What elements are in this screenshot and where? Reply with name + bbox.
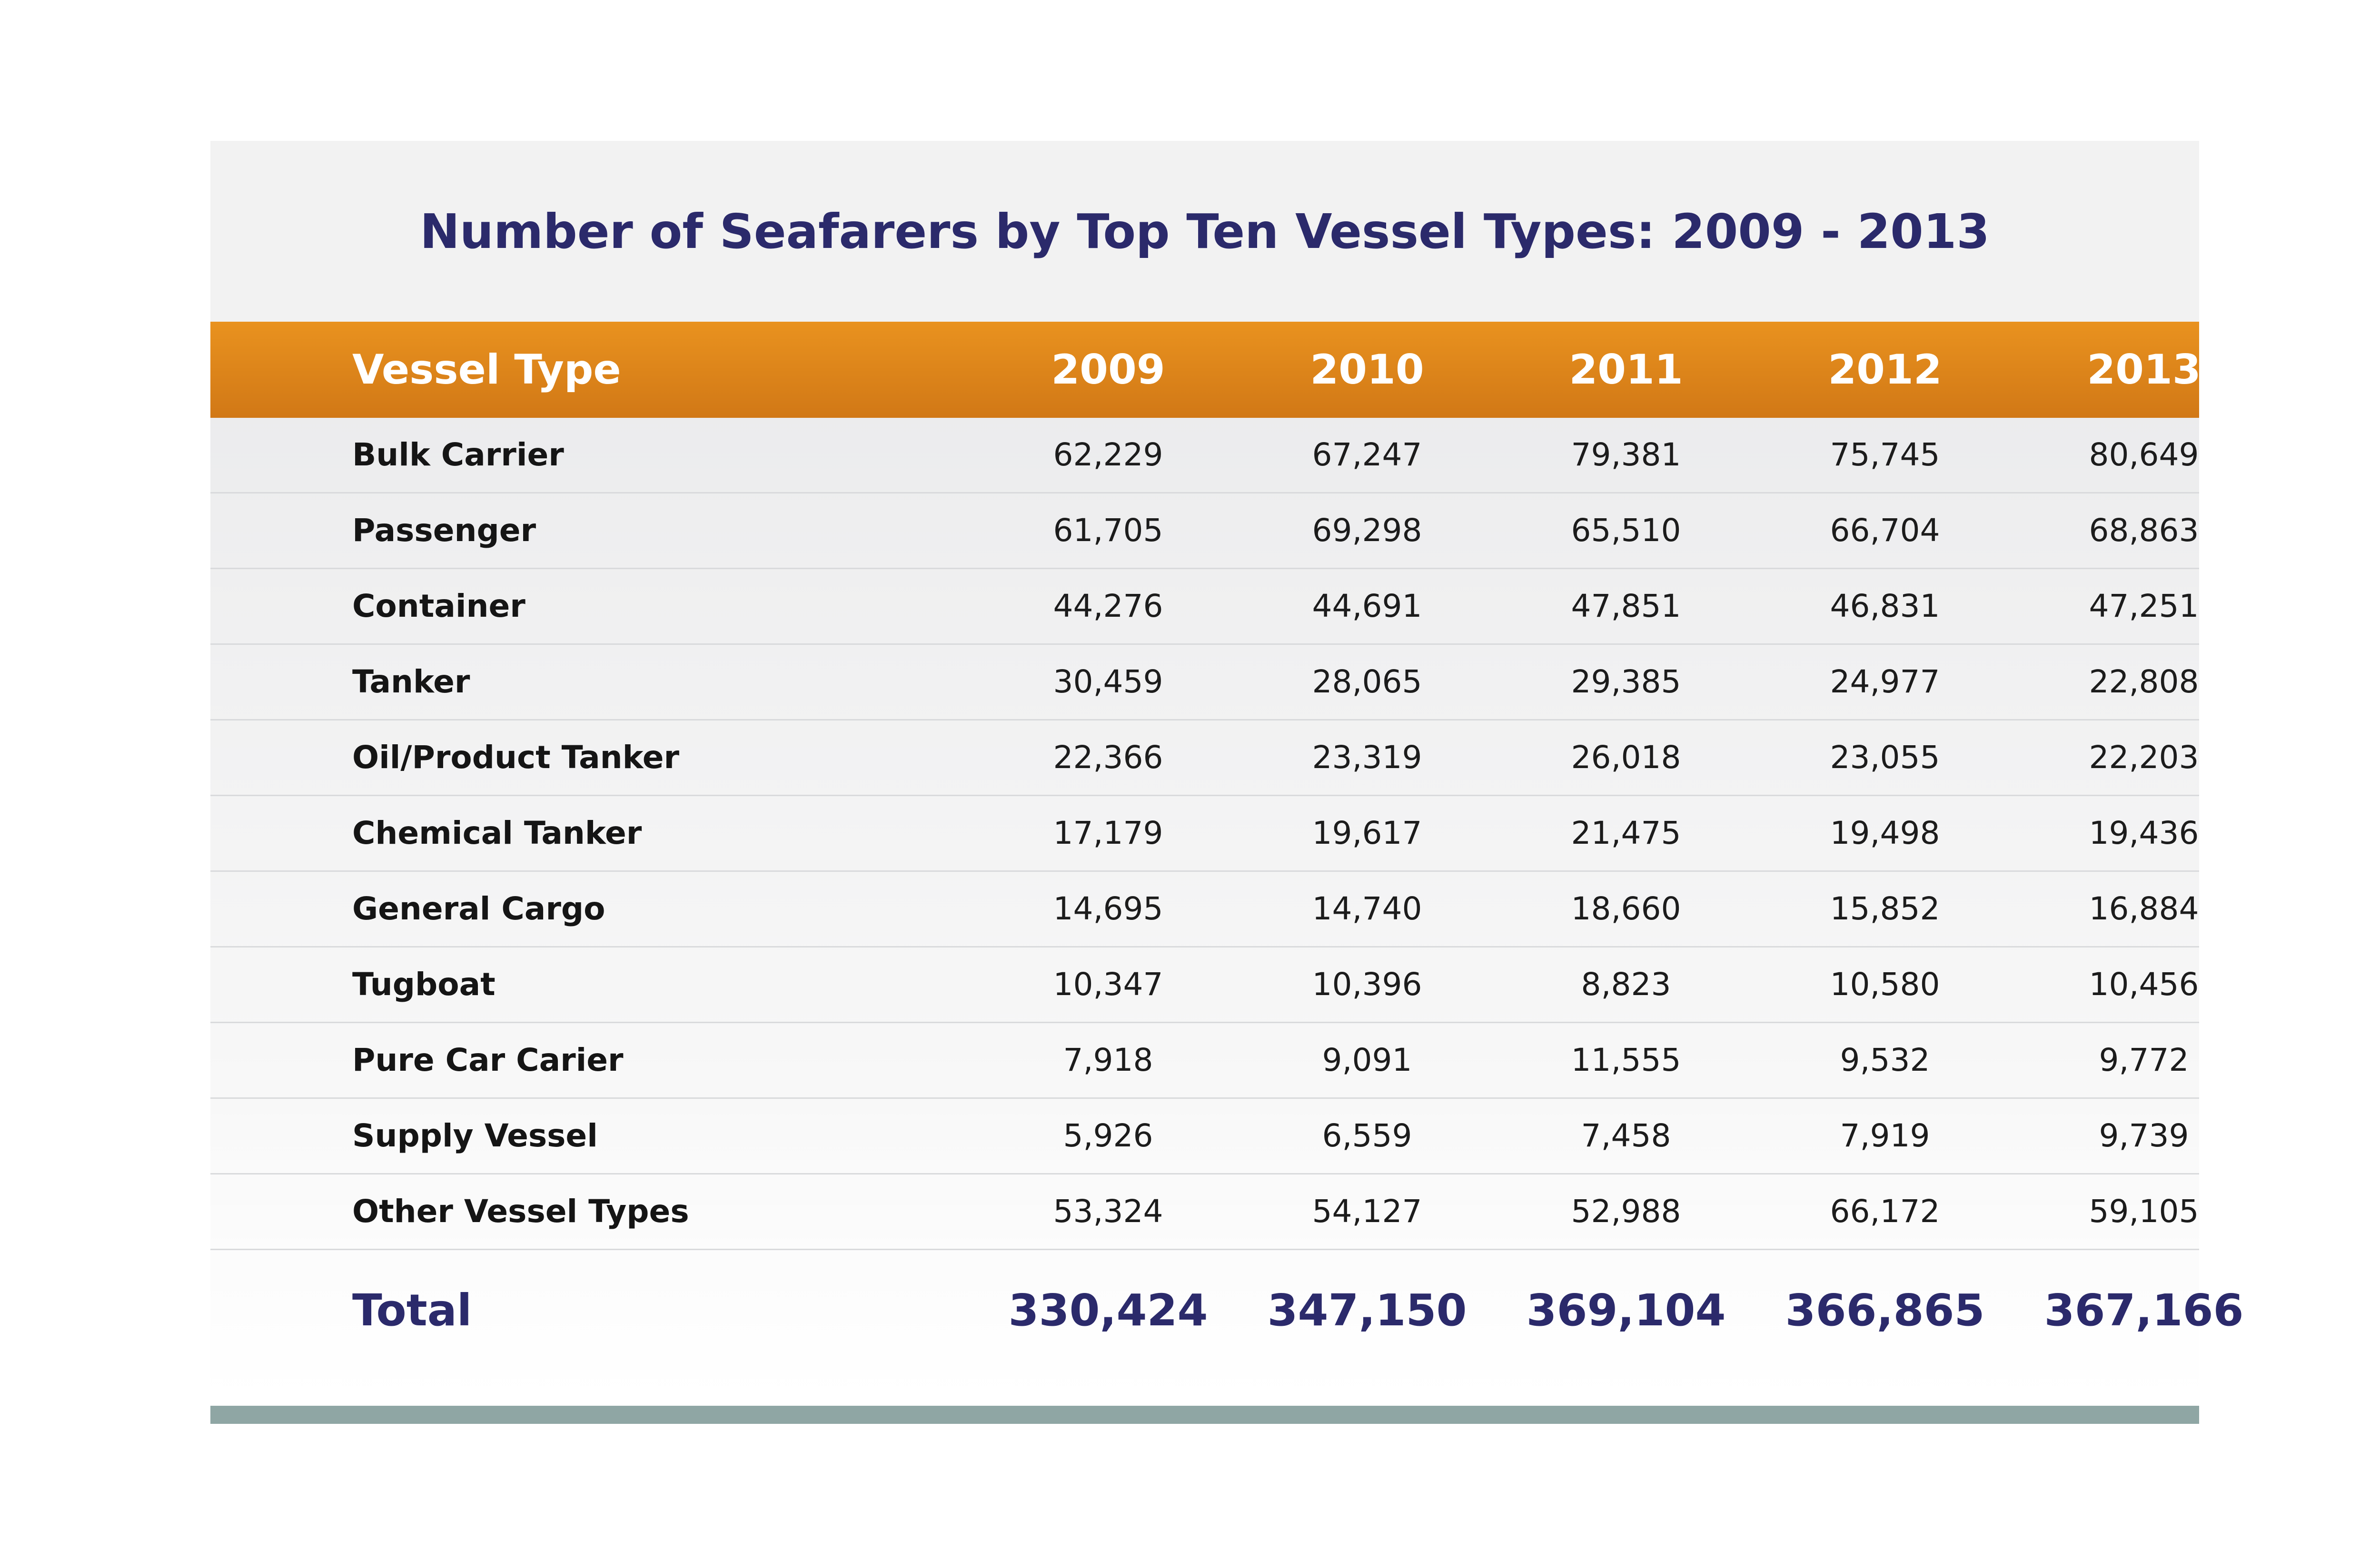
table-row: General Cargo 14,695 14,740 18,660 15,852 16,… [210, 872, 2199, 947]
table-row: Passenger 61,705 69,298 65,510 66,704 68,863 [210, 493, 2199, 569]
cell-2010: 28,065 [1312, 663, 1422, 700]
cell-2009: 44,276 [1053, 588, 1163, 624]
header-2013: 2013 [2087, 346, 2201, 394]
total-label: Total [352, 1285, 472, 1336]
total-row: Total 330,424 347,150 369,104 366,865 36… [210, 1253, 2244, 1368]
cell-2013: 22,808 [2089, 663, 2199, 700]
cell-2010: 44,691 [1312, 588, 1422, 624]
table-title: Number of Seafarers by Top Ten Vessel Ty… [210, 141, 2199, 322]
cell-2010: 10,396 [1312, 966, 1422, 1003]
row-label: Supply Vessel [352, 1117, 598, 1154]
cell-2011: 79,381 [1571, 436, 1681, 473]
cell-2011: 65,510 [1571, 512, 1681, 549]
row-label: Bulk Carrier [352, 436, 564, 473]
cell-2010: 23,319 [1312, 739, 1422, 776]
cell-2012: 66,172 [1830, 1193, 1940, 1230]
cell-2009: 61,705 [1053, 512, 1163, 549]
row-label: Other Vessel Types [352, 1193, 689, 1230]
header-2011: 2011 [1569, 346, 1683, 394]
table-row: Tanker 30,459 28,065 29,385 24,977 22,808 [210, 645, 2199, 720]
cell-2010: 67,247 [1312, 436, 1422, 473]
cell-2009: 17,179 [1053, 815, 1163, 851]
table-row: Pure Car Carier 7,918 9,091 11,555 9,532 9,77… [210, 1023, 2199, 1099]
total-2010: 347,150 [1267, 1285, 1467, 1336]
total-2012: 366,865 [1785, 1285, 1985, 1336]
cell-2013: 47,251 [2089, 588, 2199, 624]
cell-2011: 8,823 [1581, 966, 1671, 1003]
header-2010: 2010 [1310, 346, 1424, 394]
cell-2011: 11,555 [1571, 1042, 1681, 1078]
total-2013: 367,166 [2044, 1285, 2244, 1336]
cell-2012: 9,532 [1840, 1042, 1930, 1078]
cell-2011: 47,851 [1571, 588, 1681, 624]
cell-2009: 30,459 [1053, 663, 1163, 700]
cell-2009: 62,229 [1053, 436, 1163, 473]
bottom-accent-bar [210, 1406, 2199, 1424]
row-label: Oil/Product Tanker [352, 739, 680, 776]
row-label: Tanker [352, 663, 470, 700]
cell-2011: 18,660 [1571, 890, 1681, 927]
cell-2013: 19,436 [2089, 815, 2199, 851]
cell-2013: 80,649 [2089, 436, 2199, 473]
table-row: Oil/Product Tanker 22,366 23,319 26,018 23,0… [210, 720, 2199, 796]
row-label: Tugboat [352, 966, 496, 1003]
cell-2012: 75,745 [1830, 436, 1940, 473]
total-2011: 369,104 [1526, 1285, 1726, 1336]
cell-2009: 14,695 [1053, 890, 1163, 927]
table-row: Chemical Tanker 17,179 19,617 21,475 19,498 1… [210, 796, 2199, 872]
cell-2013: 9,772 [2099, 1042, 2189, 1078]
table-row: Supply Vessel 5,926 6,559 7,458 7,919 9,739 [210, 1099, 2199, 1174]
row-label: Container [352, 588, 526, 624]
cell-2013: 9,739 [2099, 1117, 2189, 1154]
cell-2011: 7,458 [1581, 1117, 1671, 1154]
cell-2011: 52,988 [1571, 1193, 1681, 1230]
cell-2010: 69,298 [1312, 512, 1422, 549]
table-card: Number of Seafarers by Top Ten Vessel Ty… [210, 141, 2244, 1399]
cell-2009: 7,918 [1063, 1042, 1153, 1078]
cell-2010: 19,617 [1312, 815, 1422, 851]
header-2012: 2012 [1828, 346, 1942, 394]
cell-2011: 21,475 [1571, 815, 1681, 851]
cell-2010: 6,559 [1322, 1117, 1412, 1154]
cell-2012: 19,498 [1830, 815, 1940, 851]
cell-2013: 59,105 [2089, 1193, 2199, 1230]
cell-2011: 29,385 [1571, 663, 1681, 700]
row-label: General Cargo [352, 890, 605, 927]
table-row: Other Vessel Types 53,324 54,127 52,988 66,1… [210, 1174, 2199, 1250]
row-label: Pure Car Carier [352, 1042, 624, 1078]
cell-2012: 46,831 [1830, 588, 1940, 624]
cell-2011: 26,018 [1571, 739, 1681, 776]
row-label: Passenger [352, 512, 536, 549]
row-label: Chemical Tanker [352, 815, 642, 851]
total-2009: 330,424 [1008, 1285, 1208, 1336]
cell-2013: 10,456 [2089, 966, 2199, 1003]
cell-2012: 23,055 [1830, 739, 1940, 776]
cell-2012: 24,977 [1830, 663, 1940, 700]
cell-2010: 9,091 [1322, 1042, 1412, 1078]
table-header-row: Vessel Type 2009 2010 2011 2012 2013 [210, 322, 2201, 418]
cell-2009: 5,926 [1063, 1117, 1153, 1154]
table-row: Bulk Carrier 62,229 67,247 79,381 75,745 80,6… [210, 418, 2199, 493]
cell-2009: 22,366 [1053, 739, 1163, 776]
cell-2010: 14,740 [1312, 890, 1422, 927]
header-2009: 2009 [1051, 346, 1165, 394]
cell-2012: 10,580 [1830, 966, 1940, 1003]
cell-2009: 53,324 [1053, 1193, 1163, 1230]
table-row: Container 44,276 44,691 47,851 46,831 47,251 [210, 569, 2199, 645]
cell-2013: 68,863 [2089, 512, 2199, 549]
header-vessel-type: Vessel Type [352, 346, 621, 394]
cell-2012: 7,919 [1840, 1117, 1930, 1154]
table-row: Tugboat 10,347 10,396 8,823 10,580 10,456 [210, 947, 2199, 1023]
cell-2009: 10,347 [1053, 966, 1163, 1003]
cell-2010: 54,127 [1312, 1193, 1422, 1230]
cell-2012: 66,704 [1830, 512, 1940, 549]
cell-2012: 15,852 [1830, 890, 1940, 927]
cell-2013: 16,884 [2089, 890, 2199, 927]
cell-2013: 22,203 [2089, 739, 2199, 776]
